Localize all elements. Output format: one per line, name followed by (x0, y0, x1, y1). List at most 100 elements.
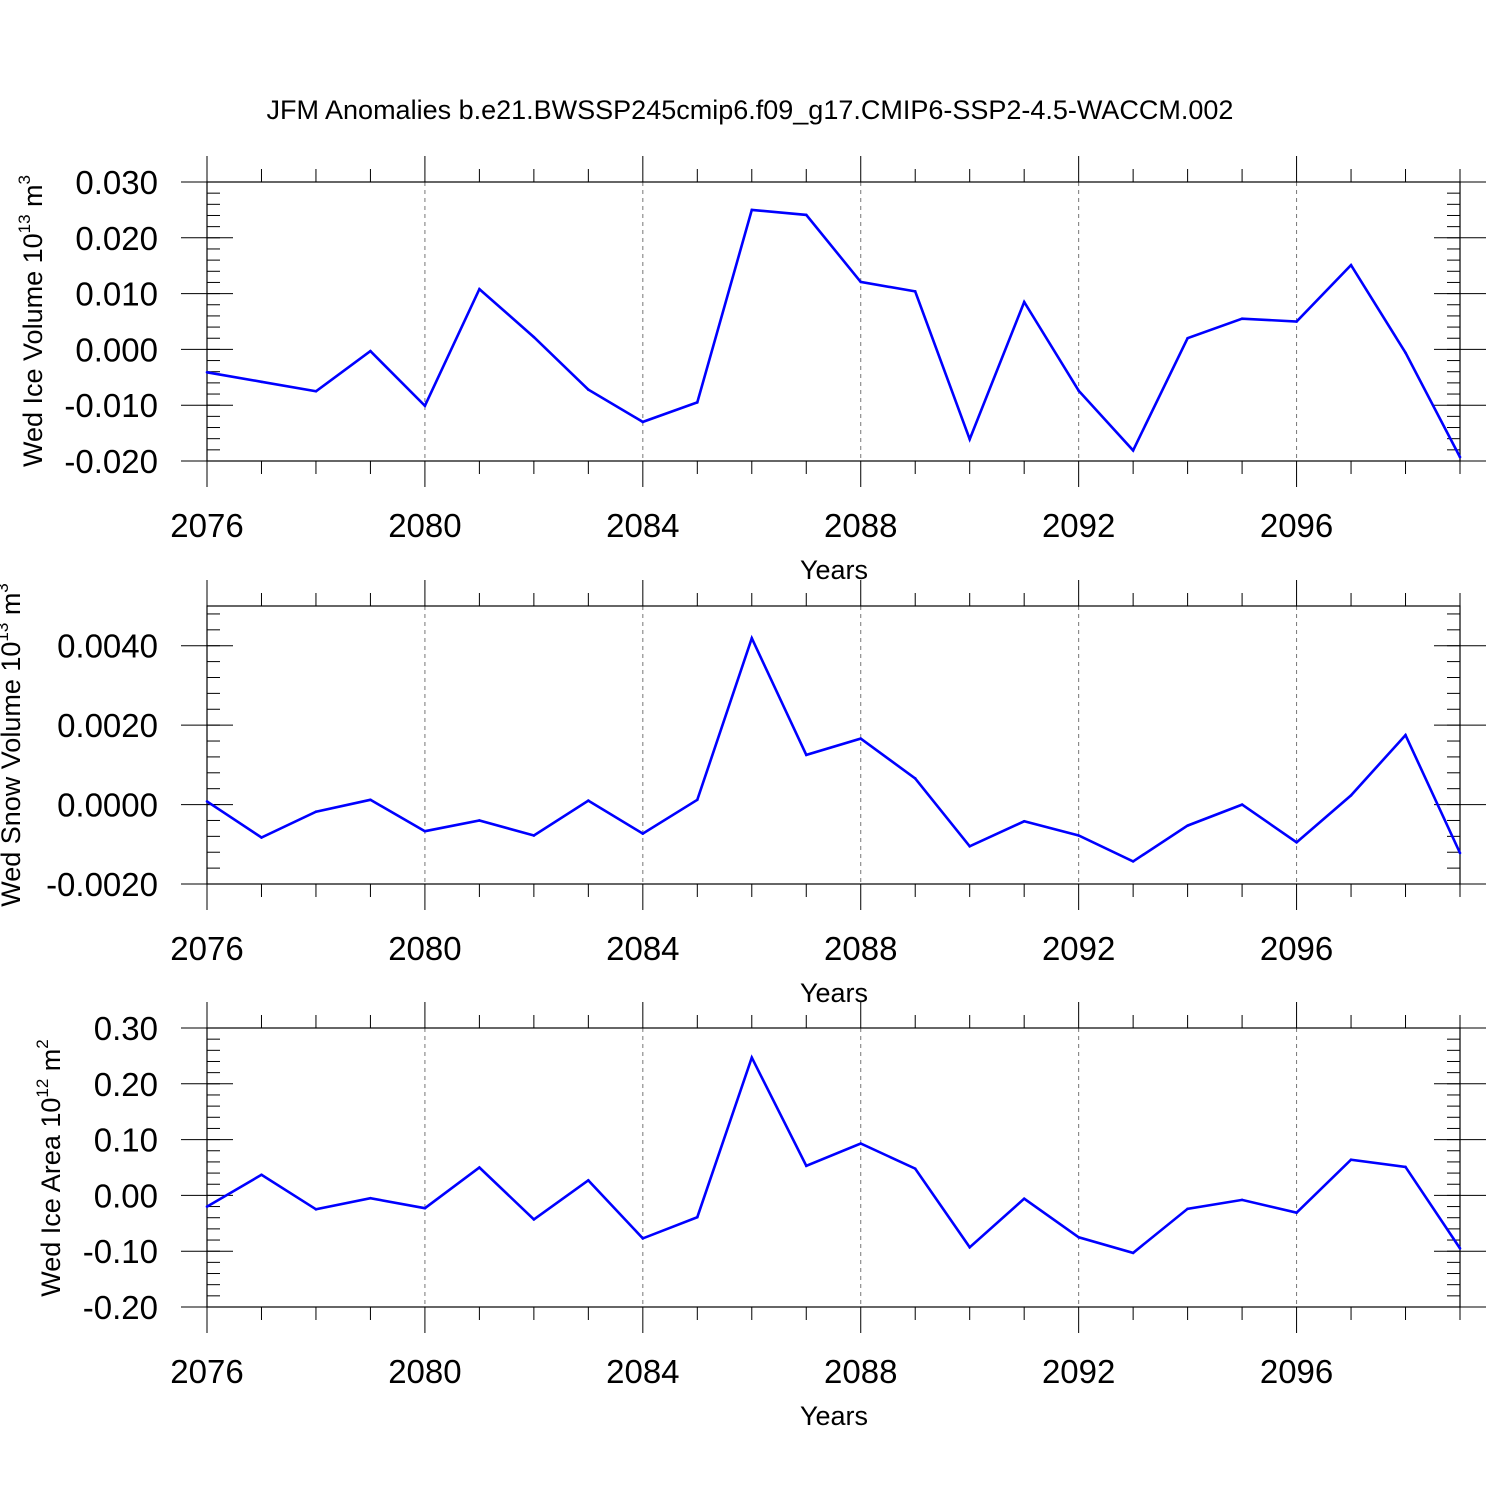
y-axis-label-unit: m (0, 593, 26, 623)
x-tick-label: 2084 (606, 1353, 679, 1390)
chart-panels: -0.020 -0.010 0.000 0.010 0.020 0.030 2076 2080… (0, 156, 1486, 1431)
y-tick-label: 0.20 (94, 1066, 158, 1103)
y-tick-label: -0.10 (83, 1233, 158, 1270)
data-point (587, 799, 590, 802)
data-point (478, 1166, 481, 1169)
data-point (1349, 263, 1353, 267)
y-axis-label-unit: m (18, 184, 48, 214)
data-point (696, 401, 699, 404)
x-tick-label: 2076 (170, 507, 243, 544)
data-point (1404, 351, 1407, 355)
data-point (1458, 1247, 1462, 1250)
data-point (1295, 320, 1298, 323)
plot-frame (206, 181, 1461, 462)
x-tick-label: 2076 (170, 930, 243, 967)
y-axis-label-unit: m (36, 1049, 66, 1079)
y-axis-label: Wed Ice Area 1012 m2 (33, 1039, 66, 1297)
x-axis-label: Years (800, 1401, 868, 1431)
data-point (1022, 819, 1026, 823)
data-point (205, 370, 209, 374)
x-axis-label: Years (800, 978, 868, 1008)
y-axis-label-exponent: 13 (0, 623, 12, 642)
data-point (1077, 834, 1080, 837)
data-point (750, 636, 754, 640)
y-axis-label-main: Wed Ice Volume 10 (18, 233, 48, 467)
y-tick-label: -0.010 (64, 387, 158, 424)
data-point (314, 1208, 318, 1211)
x-tick-label: 2092 (1042, 930, 1115, 967)
plot-frame (206, 1027, 1461, 1308)
data-point (1349, 1158, 1353, 1161)
x-tick-label: 2088 (824, 507, 897, 544)
data-point (1458, 851, 1462, 855)
data-point (750, 1056, 754, 1059)
y-tick-label: -0.020 (64, 443, 158, 480)
y-axis-label-exponent: 13 (15, 214, 34, 233)
data-point (532, 335, 536, 339)
data-point (1349, 794, 1353, 797)
data-point (260, 836, 263, 839)
x-tick-label: 2084 (606, 930, 679, 967)
y-axis-label: Wed Ice Volume 1013 m3 (15, 175, 48, 467)
data-point (804, 1164, 808, 1168)
data-point (1240, 803, 1244, 806)
data-point (968, 437, 971, 441)
y-tick-label: 0.0040 (57, 628, 158, 665)
data-point (369, 798, 372, 802)
data-point (532, 1218, 536, 1221)
data-point (314, 389, 318, 393)
chart-title: JFM Anomalies b.e21.BWSSP245cmip6.f09_g1… (267, 95, 1234, 125)
x-tick-label: 2080 (388, 1353, 461, 1390)
data-point (587, 388, 590, 391)
y-axis-label-unit-exponent: 2 (33, 1039, 52, 1048)
series-line (206, 634, 1462, 863)
x-tick-label: 2076 (170, 1353, 243, 1390)
x-tick-label: 2080 (388, 930, 461, 967)
series-line (206, 1054, 1462, 1255)
data-point (1077, 1235, 1080, 1239)
data-point (1295, 1211, 1298, 1214)
data-point (1240, 317, 1244, 321)
data-point (478, 819, 481, 822)
x-tick-label: 2080 (388, 507, 461, 544)
data-point (859, 737, 863, 740)
data-point (423, 404, 427, 408)
data-point (532, 834, 536, 837)
data-point (260, 1173, 263, 1177)
data-point (1295, 841, 1298, 844)
series-line (206, 208, 1462, 458)
data-point (369, 1196, 372, 1200)
data-point (696, 1215, 699, 1219)
data-point (913, 1167, 917, 1170)
data-point (205, 800, 209, 803)
data-point (1022, 1197, 1026, 1201)
data-point (1458, 455, 1462, 459)
y-axis-label-main: Wed Ice Area 10 (36, 1098, 66, 1297)
data-point (696, 798, 699, 802)
x-tick-label: 2088 (824, 1353, 897, 1390)
y-axis-label-unit-exponent: 3 (0, 583, 12, 592)
data-point (1077, 389, 1080, 392)
data-point (913, 777, 917, 780)
x-tick-label: 2096 (1260, 507, 1333, 544)
data-point (641, 832, 645, 835)
y-axis-label: Wed Snow Volume 1013 m3 (0, 583, 26, 907)
data-point (1131, 860, 1135, 863)
panel-1: -0.020 -0.010 0.000 0.010 0.020 0.030 2076 2080… (15, 156, 1486, 585)
x-tick-label: 2092 (1042, 507, 1115, 544)
data-point (423, 1206, 427, 1210)
data-point (641, 1237, 645, 1240)
x-tick-label: 2092 (1042, 1353, 1115, 1390)
data-point (1404, 1165, 1407, 1169)
x-tick-label: 2096 (1260, 930, 1333, 967)
y-tick-label: 0.000 (75, 331, 158, 368)
data-point (1022, 300, 1026, 304)
data-point (913, 290, 917, 293)
data-point (1186, 1207, 1189, 1211)
x-tick-label: 2084 (606, 507, 679, 544)
panel-2: -0.0020 0.0000 0.0020 0.0040 2076 2080 2084 208… (0, 580, 1486, 1008)
data-point (205, 1205, 209, 1208)
data-point (1186, 824, 1189, 827)
